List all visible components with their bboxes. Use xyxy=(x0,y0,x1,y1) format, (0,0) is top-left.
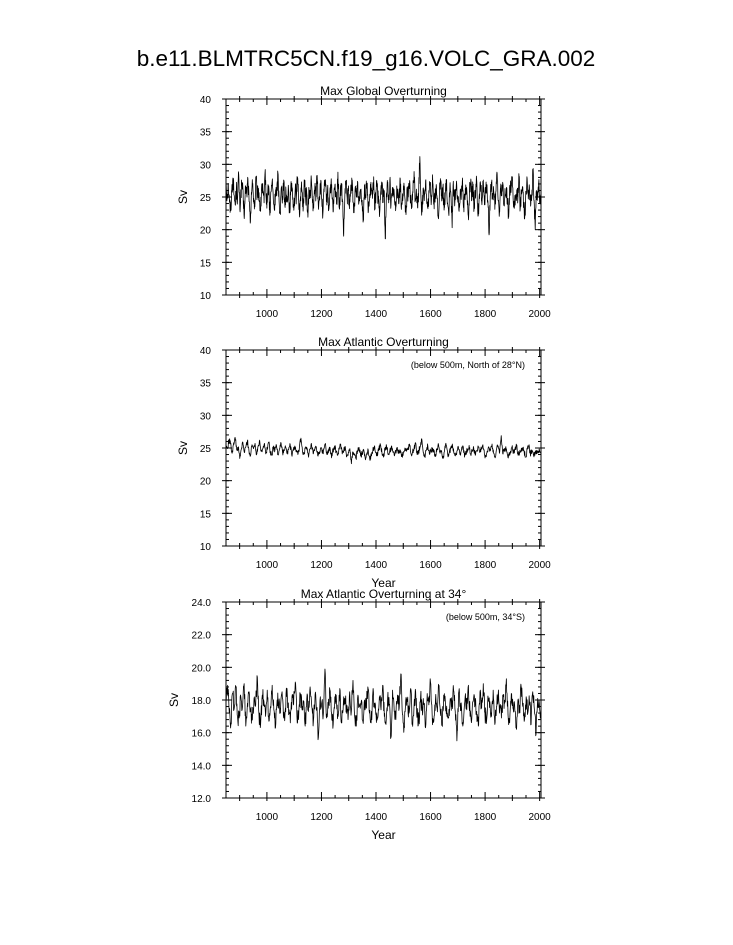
y-tick-label: 25 xyxy=(200,193,212,204)
x-tick-label: 1400 xyxy=(365,560,388,571)
x-tick-label: 1600 xyxy=(419,309,442,320)
series-line xyxy=(225,435,542,465)
y-tick-label: 35 xyxy=(200,379,212,390)
x-tick-label: 1800 xyxy=(474,560,497,571)
y-tick-label: 10 xyxy=(200,542,212,553)
y-tick-label: 15 xyxy=(200,258,212,269)
y-tick-label: 14.0 xyxy=(192,761,212,772)
x-tick-label: 1800 xyxy=(474,812,497,823)
y-tick-label: 40 xyxy=(200,95,212,106)
x-tick-label: 2000 xyxy=(529,560,552,571)
x-tick-label: 1000 xyxy=(256,812,279,823)
y-tick-label: 25 xyxy=(200,444,212,455)
x-tick-label: 1600 xyxy=(419,560,442,571)
x-tick-label: 1000 xyxy=(256,560,279,571)
x-tick-label: 1200 xyxy=(310,812,333,823)
y-tick-label: 20.0 xyxy=(192,663,212,674)
y-tick-label: 35 xyxy=(200,128,212,139)
page-title: b.e11.BLMTRC5CN.f19_g16.VOLC_GRA.002 xyxy=(137,46,596,71)
series-line xyxy=(225,156,542,240)
chart-global-overturning: Max Global Overturning Sv 1000 1200 1400 16… xyxy=(176,84,551,320)
y-tick-label: 20 xyxy=(200,477,212,488)
x-axis-label: Year xyxy=(371,828,395,842)
y-tick-label: 10 xyxy=(200,291,212,302)
plot-frame xyxy=(225,349,542,547)
series-line xyxy=(225,668,542,742)
x-tick-label: 1000 xyxy=(256,309,279,320)
x-tick-label: 2000 xyxy=(529,812,552,823)
y-tick-label: 20 xyxy=(200,226,212,237)
chart-title: Max Atlantic Overturning at 34° xyxy=(301,587,467,601)
x-tick-label: 1200 xyxy=(310,309,333,320)
y-axis-label: Sv xyxy=(176,441,190,455)
chart-subtitle: (below 500m, North of 28°N) xyxy=(411,360,525,370)
x-tick-label: 1600 xyxy=(419,812,442,823)
y-axis-label: Sv xyxy=(176,190,190,204)
chart-subtitle: (below 500m, 34°S) xyxy=(446,612,525,622)
y-tick-label: 22.0 xyxy=(192,631,212,642)
x-tick-label: 1800 xyxy=(474,309,497,320)
y-axis-label: Sv xyxy=(167,693,181,707)
y-tick-label: 40 xyxy=(200,346,212,357)
y-tick-label: 30 xyxy=(200,160,212,171)
y-tick-label: 18.0 xyxy=(192,696,212,707)
x-tick-label: 2000 xyxy=(529,309,552,320)
x-tick-label: 1200 xyxy=(310,560,333,571)
chart-title: Max Atlantic Overturning xyxy=(318,335,449,349)
y-tick-label: 15 xyxy=(200,509,212,520)
y-tick-label: 30 xyxy=(200,411,212,422)
x-tick-label: 1400 xyxy=(365,812,388,823)
chart-atlantic-overturning-34: Max Atlantic Overturning at 34° (below 5… xyxy=(167,587,551,842)
y-tick-label: 24.0 xyxy=(192,598,212,609)
y-tick-label: 12.0 xyxy=(192,794,212,805)
chart-title: Max Global Overturning xyxy=(320,84,447,98)
y-tick-label: 16.0 xyxy=(192,729,212,740)
chart-atlantic-overturning: Max Atlantic Overturning (below 500m, No… xyxy=(176,335,551,590)
x-axis-label: Year xyxy=(371,576,395,590)
x-tick-label: 1400 xyxy=(365,309,388,320)
